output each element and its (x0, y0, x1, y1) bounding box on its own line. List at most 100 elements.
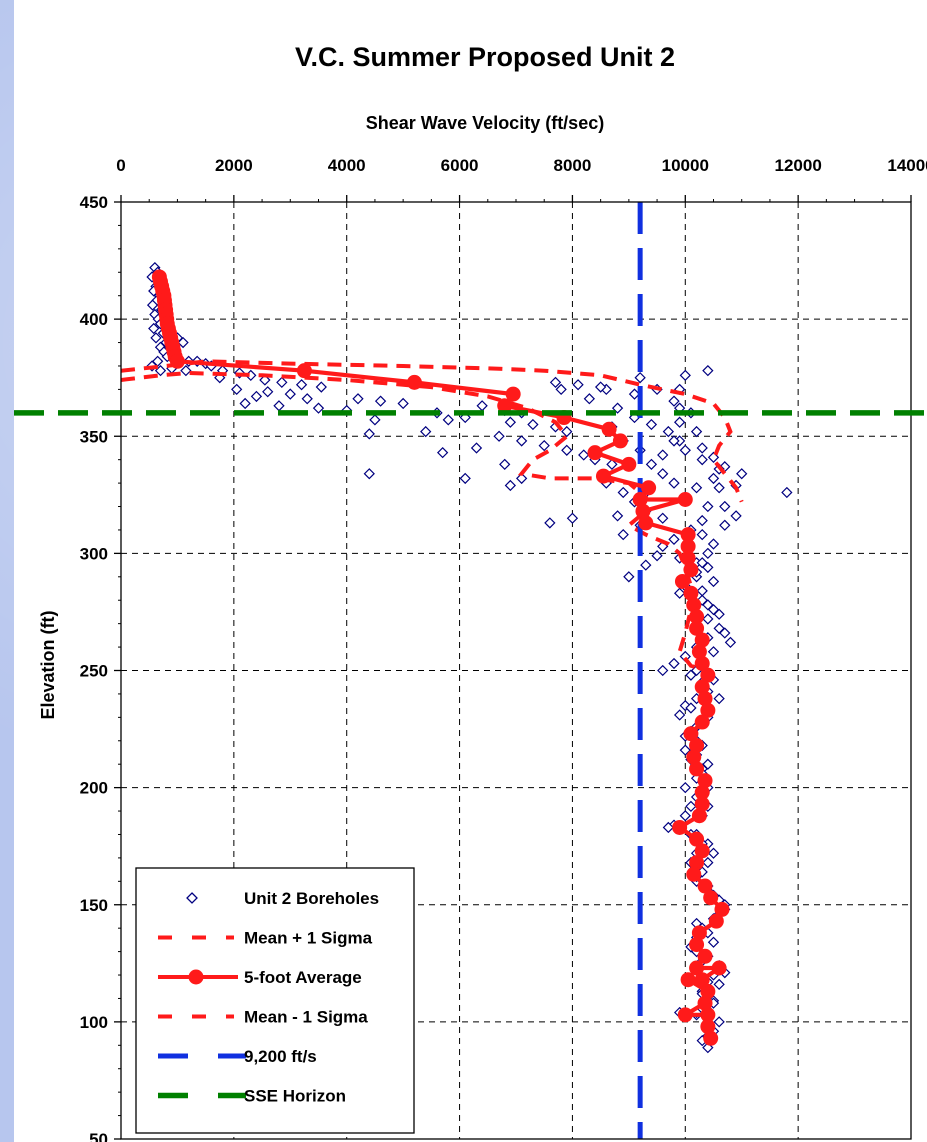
x-axis-label: Shear Wave Velocity (ft/sec) (366, 113, 604, 133)
borehole-point (696, 585, 708, 597)
five-foot-average-point (672, 819, 688, 835)
borehole-point (668, 435, 680, 447)
legend-label: SSE Horizon (244, 1087, 346, 1106)
borehole-point (634, 372, 646, 384)
borehole-point (561, 425, 573, 438)
five-foot-average-point (694, 714, 710, 730)
five-foot-average-point (694, 655, 710, 671)
five-foot-average-point (700, 1007, 716, 1023)
x-tick-label: 8000 (554, 156, 592, 175)
borehole-point (645, 458, 658, 471)
five-foot-average-point (587, 445, 603, 461)
five-foot-average-point (694, 972, 710, 988)
borehole-point (719, 627, 731, 639)
borehole-point (611, 402, 624, 414)
borehole-point (363, 468, 375, 480)
borehole-point (679, 699, 691, 712)
five-foot-average-point (689, 761, 705, 777)
borehole-point (662, 821, 675, 834)
borehole-point (673, 416, 686, 428)
x-tick-label: 2000 (215, 156, 253, 175)
axis-ticks: 0 2000 4000 6000 8000 10000 12000 14000 50 100 150… (80, 156, 927, 1142)
five-foot-average-point (691, 644, 707, 660)
chart-panel: V.C. Summer Proposed Unit 2 Shear Wave V… (14, 0, 927, 1142)
borehole-point (702, 758, 714, 770)
five-foot-average-point (632, 491, 648, 507)
shear-wave-velocity-chart: V.C. Summer Proposed Unit 2 Shear Wave V… (14, 42, 927, 1142)
five-foot-average-point (694, 796, 710, 812)
five-foot-average-point (505, 386, 521, 402)
five-foot-average-point (296, 363, 312, 379)
borehole-point (668, 395, 680, 407)
borehole-point (696, 528, 708, 541)
borehole-point (315, 381, 327, 393)
borehole-point (696, 442, 708, 454)
five-foot-average-point (689, 960, 705, 976)
borehole-point (583, 393, 596, 405)
borehole-point (146, 299, 159, 311)
five-foot-average-point (683, 726, 699, 742)
borehole-point (259, 374, 271, 386)
borehole-point (668, 477, 680, 489)
five-foot-average-point (694, 632, 710, 648)
borehole-point (515, 472, 528, 485)
borehole-point (702, 613, 714, 625)
borehole-point (578, 449, 590, 461)
borehole-point (696, 557, 708, 569)
legend-label: 5-foot Average (244, 968, 362, 987)
borehole-point (561, 444, 573, 456)
borehole-point (690, 425, 703, 438)
borehole-point (442, 414, 454, 426)
borehole-point (707, 936, 720, 948)
borehole-point (657, 468, 669, 480)
five-foot-average-point (694, 843, 710, 859)
borehole-point (150, 332, 162, 344)
five-foot-average-point (714, 901, 730, 917)
borehole-point (295, 379, 308, 391)
borehole-point (250, 390, 263, 403)
legend-swatch-average-marker (188, 969, 204, 985)
five-foot-average-point (683, 585, 699, 601)
borehole-point (623, 571, 635, 583)
legend-label: Unit 2 Boreholes (244, 889, 379, 908)
borehole-point (679, 781, 691, 794)
borehole-point (276, 376, 288, 389)
borehole-point (702, 1041, 714, 1054)
borehole-point (606, 458, 618, 471)
borehole-point (262, 386, 274, 398)
borehole-point (673, 709, 686, 721)
legend-box (135, 867, 415, 1134)
five-foot-average-point (711, 960, 727, 976)
legend-swatch-boreholes (186, 892, 198, 904)
y-tick-label: 300 (80, 544, 108, 563)
legend-label: Mean - 1 Sigma (244, 1008, 368, 1027)
borehole-point (154, 365, 167, 377)
five-foot-average-point (689, 609, 705, 625)
five-foot-average-point (595, 468, 611, 484)
five-foot-average-point (686, 866, 702, 882)
five-foot-average-point (700, 1019, 716, 1035)
borehole-point (702, 500, 714, 513)
five-foot-average-point (694, 679, 710, 695)
borehole-point (719, 519, 731, 531)
borehole-point (504, 416, 517, 428)
borehole-point (617, 528, 629, 541)
five-foot-average-point (601, 421, 617, 437)
borehole-point (696, 454, 708, 466)
five-foot-average-point (700, 983, 716, 999)
five-foot-average-point (700, 667, 716, 683)
borehole-point (617, 486, 629, 499)
borehole-point (702, 365, 714, 377)
five-foot-average-point (680, 527, 696, 543)
borehole-point (736, 468, 748, 480)
borehole-point (640, 559, 652, 571)
borehole-point (713, 622, 725, 634)
five-foot-average-point (406, 374, 422, 390)
borehole-point (611, 510, 624, 522)
plot-area (121, 202, 793, 1139)
five-foot-average-point (638, 515, 654, 531)
borehole-point (657, 664, 669, 677)
borehole-point (707, 538, 720, 550)
borehole-point (713, 482, 725, 494)
borehole-point (527, 418, 539, 431)
